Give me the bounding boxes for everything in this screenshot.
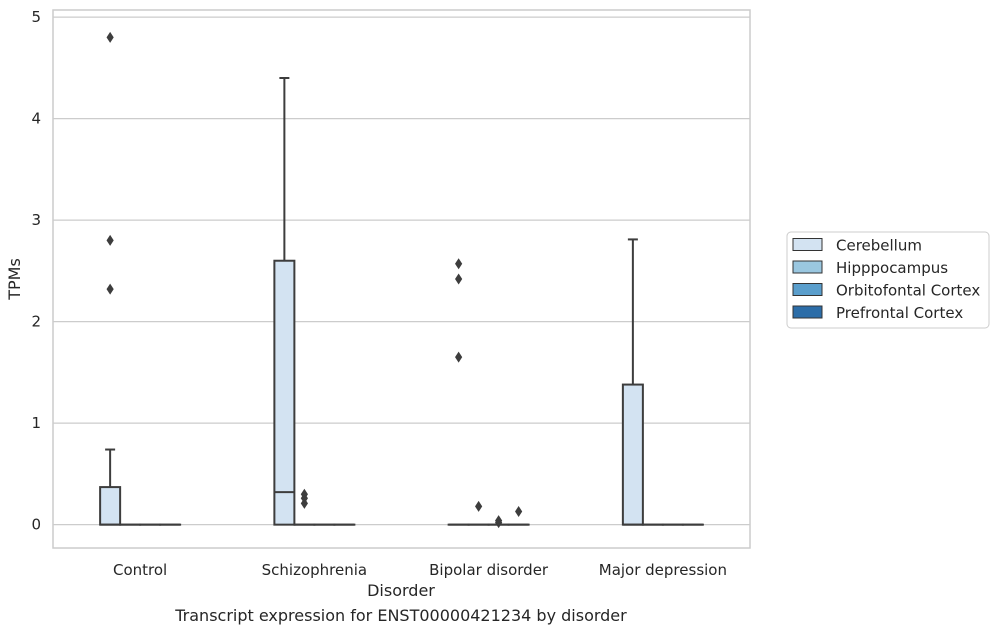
outlier-point [106,283,114,295]
legend-swatch [792,305,823,319]
outlier-point [475,500,483,512]
box-body [273,259,296,526]
chart-caption: Transcript expression for ENST0000042123… [174,606,627,625]
y-tick-label: 2 [31,313,41,331]
y-tick-label: 3 [31,211,41,229]
y-tick-label: 4 [31,110,41,128]
x-tick-label: Schizophrenia [262,561,367,579]
series-orbitofontal-cortex [139,515,684,529]
box-body [99,486,122,526]
legend-label: Cerebellum [836,237,922,255]
outlier-point [455,351,463,363]
outlier-point [106,234,114,246]
outlier-point [455,258,463,270]
series-prefrontal-cortex [159,505,704,526]
y-tick-label: 1 [31,414,41,432]
y-tick-label: 5 [31,8,41,26]
x-tick-label: Bipolar disorder [429,561,549,579]
outlier-point [300,488,308,500]
box-series [99,31,704,529]
x-tick-labels: Control Schizophrenia Bipolar disorder Majo… [113,561,727,579]
y-axis-label: TPMs [5,258,24,301]
outlier-point [106,31,114,43]
legend-label: Orbitofontal Cortex [836,282,980,300]
y-tick-label: 0 [31,516,41,534]
x-tick-label: Major depression [599,561,727,579]
legend-swatch [792,260,823,274]
grid-lines [53,16,750,526]
x-tick-label: Control [113,561,167,579]
legend: Cerebellum Hipppocampus Orbitofontal Corte… [786,231,990,329]
outlier-point [515,505,523,517]
legend-label: Hipppocampus [836,259,948,277]
outlier-point [495,515,503,527]
y-tick-labels: 0 1 2 3 4 5 [31,8,41,534]
legend-label: Prefrontal Cortex [836,304,963,322]
plot-frame [52,9,751,549]
legend-swatch [792,238,823,251]
legend-frame [786,231,990,329]
series-cerebellum [99,31,644,526]
x-axis-label: Disorder [367,581,435,600]
series-hipppocampus [119,488,664,526]
box-body [621,383,644,526]
legend-swatch [792,283,823,296]
outlier-point [455,273,463,285]
